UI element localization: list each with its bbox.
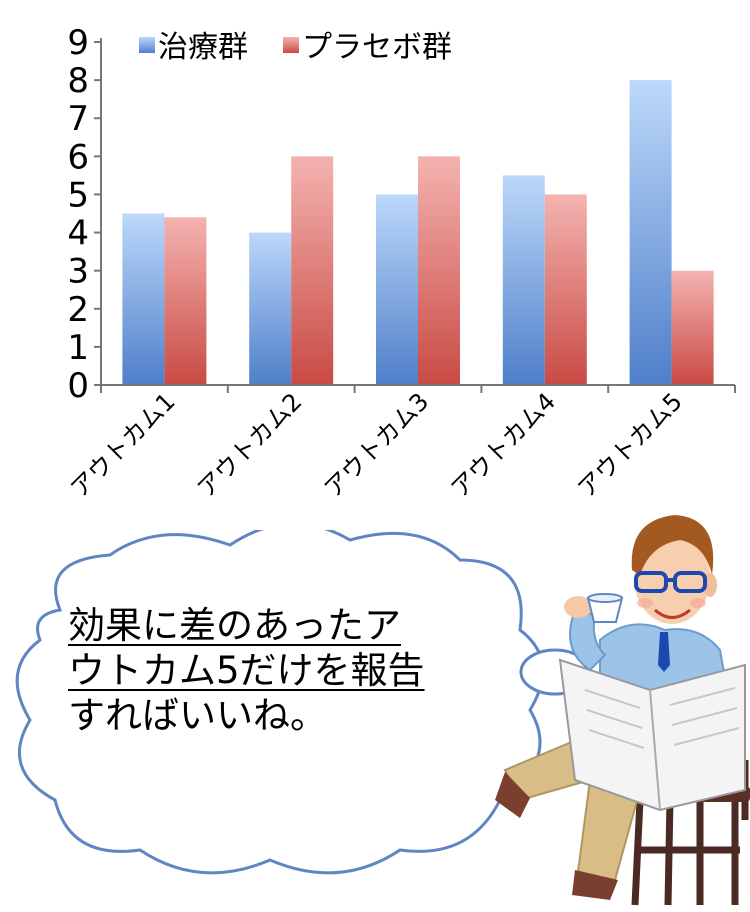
y-tick-label-5: 5 — [67, 175, 89, 215]
y-tick-label-0: 0 — [67, 366, 89, 406]
legend-label-0: 治療群 — [158, 30, 248, 65]
bubble-line-1: 効果に差のあったア — [68, 604, 401, 647]
glasses-icon — [634, 571, 707, 593]
y-tick-label-4: 4 — [67, 214, 89, 254]
hand — [564, 596, 592, 618]
legend-label-1: プラセボ群 — [302, 30, 452, 65]
y-tick-label-1: 1 — [67, 328, 89, 368]
newspaper-lines — [584, 687, 740, 749]
bars — [122, 80, 714, 385]
bar-1-4 — [671, 270, 714, 385]
x-tick-label-4: アウトカム5 — [572, 387, 687, 502]
x-tick-label-2: アウトカム3 — [319, 387, 434, 502]
bar-1-1 — [291, 156, 334, 385]
shoe-right — [572, 870, 618, 900]
chair — [631, 760, 749, 906]
x-tick-label-3: アウトカム4 — [446, 387, 561, 502]
legend-swatch-0 — [139, 37, 155, 53]
legend: 治療群 プラセボ群 — [139, 30, 452, 65]
bar-1-3 — [544, 194, 587, 385]
bar-0-1 — [249, 232, 292, 385]
y-tick-label-8: 8 — [67, 61, 89, 101]
man-reading-newspaper — [495, 515, 750, 906]
shoe-left — [495, 772, 530, 818]
y-tick-label-6: 6 — [67, 137, 89, 177]
y-tick-label-9: 9 — [67, 23, 89, 63]
bar-1-2 — [418, 156, 460, 385]
bar-0-3 — [502, 175, 545, 385]
tie — [658, 632, 670, 672]
x-axis: アウトカム1 アウトカム2 アウトカム3 アウトカム4 アウトカム5 — [65, 384, 736, 503]
bar-0-0 — [122, 213, 165, 385]
bar-0-4 — [629, 80, 672, 385]
bar-0-2 — [376, 194, 418, 385]
y-tick-label-2: 2 — [67, 290, 89, 330]
bubble-text: 効果に差のあったア ウトカム5だけを報告 すればいいね。 — [68, 603, 498, 738]
y-tick-label-3: 3 — [67, 252, 89, 292]
bar-1-0 — [164, 217, 207, 385]
x-tick-label-1: アウトカム2 — [192, 387, 307, 502]
bubble-line-2: ウトカム5だけを報告 — [68, 649, 425, 692]
bubble-line-3: すればいいね。 — [68, 694, 327, 737]
hair — [631, 515, 714, 575]
legend-swatch-1 — [283, 37, 299, 53]
smile — [654, 608, 691, 619]
arm — [569, 608, 607, 672]
y-tick-label-7: 7 — [67, 99, 89, 139]
